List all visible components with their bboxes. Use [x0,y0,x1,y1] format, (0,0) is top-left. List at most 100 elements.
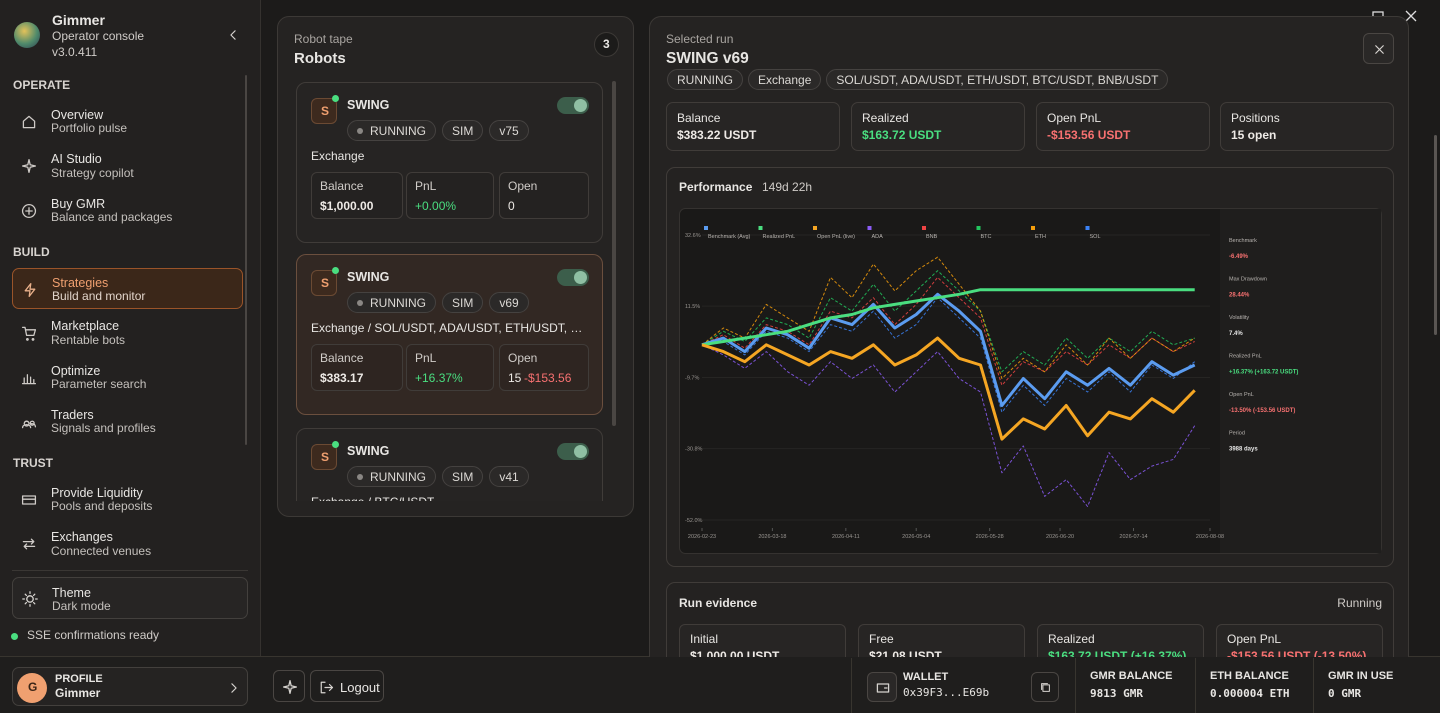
nav-sublabel: Rentable bots [51,332,126,347]
robot-avatar: S [311,98,337,124]
nav-sublabel: Pools and deposits [51,499,153,514]
robot-stat-value: $383.17 [320,371,364,386]
robot-stat-label: PnL [415,179,437,194]
pill-text: SIM [452,123,474,138]
nav-label: AI Studio [51,152,102,167]
evidence-value: -$153.56 USDT (-13.50%) [1227,649,1367,657]
nav-item[interactable]: Marketplace Rentable bots [12,312,243,353]
robot-tag: RUNNING [347,466,436,487]
logout-button[interactable]: Logout [310,670,384,702]
robot-stat: PnL +16.37% [406,344,494,391]
status-dot [11,633,18,640]
nav-item[interactable]: Traders Signals and profiles [12,401,243,442]
robot-tag: v41 [489,466,529,487]
stat-value: +16.37% (+163.72 USDT) [1229,370,1298,376]
robot-card[interactable]: S SWING RUNNING SIM v75 Exchange Balance $1,000… [296,82,603,243]
series-line [701,288,1195,347]
kpi-value: $383.22 USDT [677,128,757,143]
robot-tag: SIM [442,292,484,313]
kpi-value: -$153.56 USDT [1047,128,1131,143]
stat-label: GMR IN USE [1328,669,1394,682]
robot-tags: RUNNING SIM v75 [347,120,529,141]
logo [14,22,40,48]
assistant-button[interactable] [273,670,305,702]
robot-toggle[interactable] [557,443,589,460]
pill-text: v69 [499,295,519,310]
evidence-title: Run evidence [679,596,758,611]
profile-label: PROFILE [55,672,103,685]
panel-eyebrow: Selected run [666,32,734,47]
theme-toggle[interactable]: Theme Dark mode [12,577,248,619]
performance-chart: 32.6% 11.5% -9.7% -30.8% -52.0% 2026-02-23 202… [679,208,1382,554]
legend-label: Open PnL (live) [817,234,855,240]
legend-label: BNB [926,234,938,240]
x-tick-label: 2026-06-20 [1046,534,1074,540]
nav-sublabel: Balance and packages [51,209,173,224]
kpi-card: Realized $163.72 USDT [851,102,1025,151]
series-line [701,256,1195,379]
stat-value: 28.44% [1229,293,1250,299]
evidence-value: $163.72 USDT (+16.37%) [1048,649,1187,657]
nav-label: Exchanges [51,530,113,545]
nav-item[interactable]: Optimize Parameter search [12,357,243,398]
nav-item[interactable]: AI Studio Strategy copilot [12,145,243,186]
icon [22,591,38,607]
nav-item[interactable]: Provide Liquidity Pools and deposits [12,479,243,520]
legend-label: Realized PnL [763,234,796,240]
pill-text: RUNNING [370,123,426,138]
evidence-item: Free $21.08 USDT [858,624,1025,657]
robot-tag: SIM [442,466,484,487]
icon [21,327,37,342]
robot-avatar: S [311,444,337,470]
icon [231,683,237,693]
legend-swatch [704,226,708,230]
series-line [701,336,1196,441]
close-button[interactable] [1363,33,1394,64]
nav-item[interactable]: Exchanges Connected venues [12,523,243,564]
copy-button[interactable] [1031,672,1059,702]
robot-tag: RUNNING [347,120,436,141]
nav-item[interactable]: Buy GMR Balance and packages [12,190,243,231]
robot-stat-value: +16.37% [415,371,463,386]
series-line [701,270,1195,373]
robot-venue: Exchange [311,149,365,164]
robot-stat-label: Open [508,179,538,194]
wallet-address: 0x39F3...E69b [903,686,990,700]
icon [21,203,37,218]
robot-card[interactable]: S SWING RUNNING SIM v41 Exchange / BTC/USDT [296,428,603,501]
robot-tag: RUNNING [347,292,436,313]
nav-item[interactable]: Overview Portfolio pulse [12,101,243,142]
evidence-value: $1,000.00 USDT [690,649,780,657]
robot-stat-value: $1,000.00 [320,199,374,214]
robot-tag: v75 [489,120,529,141]
stat-value: -13.50% (-153.56 USDT) [1229,408,1295,414]
app-version: v3.0.411 [52,45,98,60]
evidence-card: Run evidence Running Initial $1,000.00 USDT… [666,582,1394,657]
profile-avatar: G [17,673,47,703]
nav-label: Overview [51,107,104,122]
legend-label: ADA [872,234,884,240]
robot-list: S SWING RUNNING SIM v75 Exchange Balance $1,000… [294,81,606,501]
legend-swatch [976,226,981,230]
pill-text: RUNNING [370,469,426,484]
performance-period: 149d 22h [762,180,813,195]
robot-tags: RUNNING SIM v69 [347,292,529,313]
status-dot [357,299,363,306]
wallet-label: WALLET [903,670,949,683]
nav-label: Marketplace [51,319,120,334]
evidence-label: Realized [1048,632,1095,647]
evidence-status: Running [1337,596,1382,611]
nav-item[interactable]: Strategies Build and monitor [12,268,243,309]
sidebar: Gimmer Operator console v3.0.411 OPERATE Ove… [0,0,261,656]
profile-button[interactable]: G PROFILE Gimmer [12,667,248,706]
robot-card[interactable]: S SWING RUNNING SIM v69 Exchange / SOL/USDT, … [296,254,603,415]
pill-text: v75 [499,123,519,138]
robot-toggle[interactable] [557,97,589,114]
footer-divider [1313,658,1314,713]
robot-toggle[interactable] [557,269,589,286]
icon [320,681,334,694]
toggle-knob [574,445,587,458]
icon [1375,45,1384,54]
nav-sublabel: Portfolio pulse [51,121,128,136]
robot-name: SWING [347,269,390,284]
